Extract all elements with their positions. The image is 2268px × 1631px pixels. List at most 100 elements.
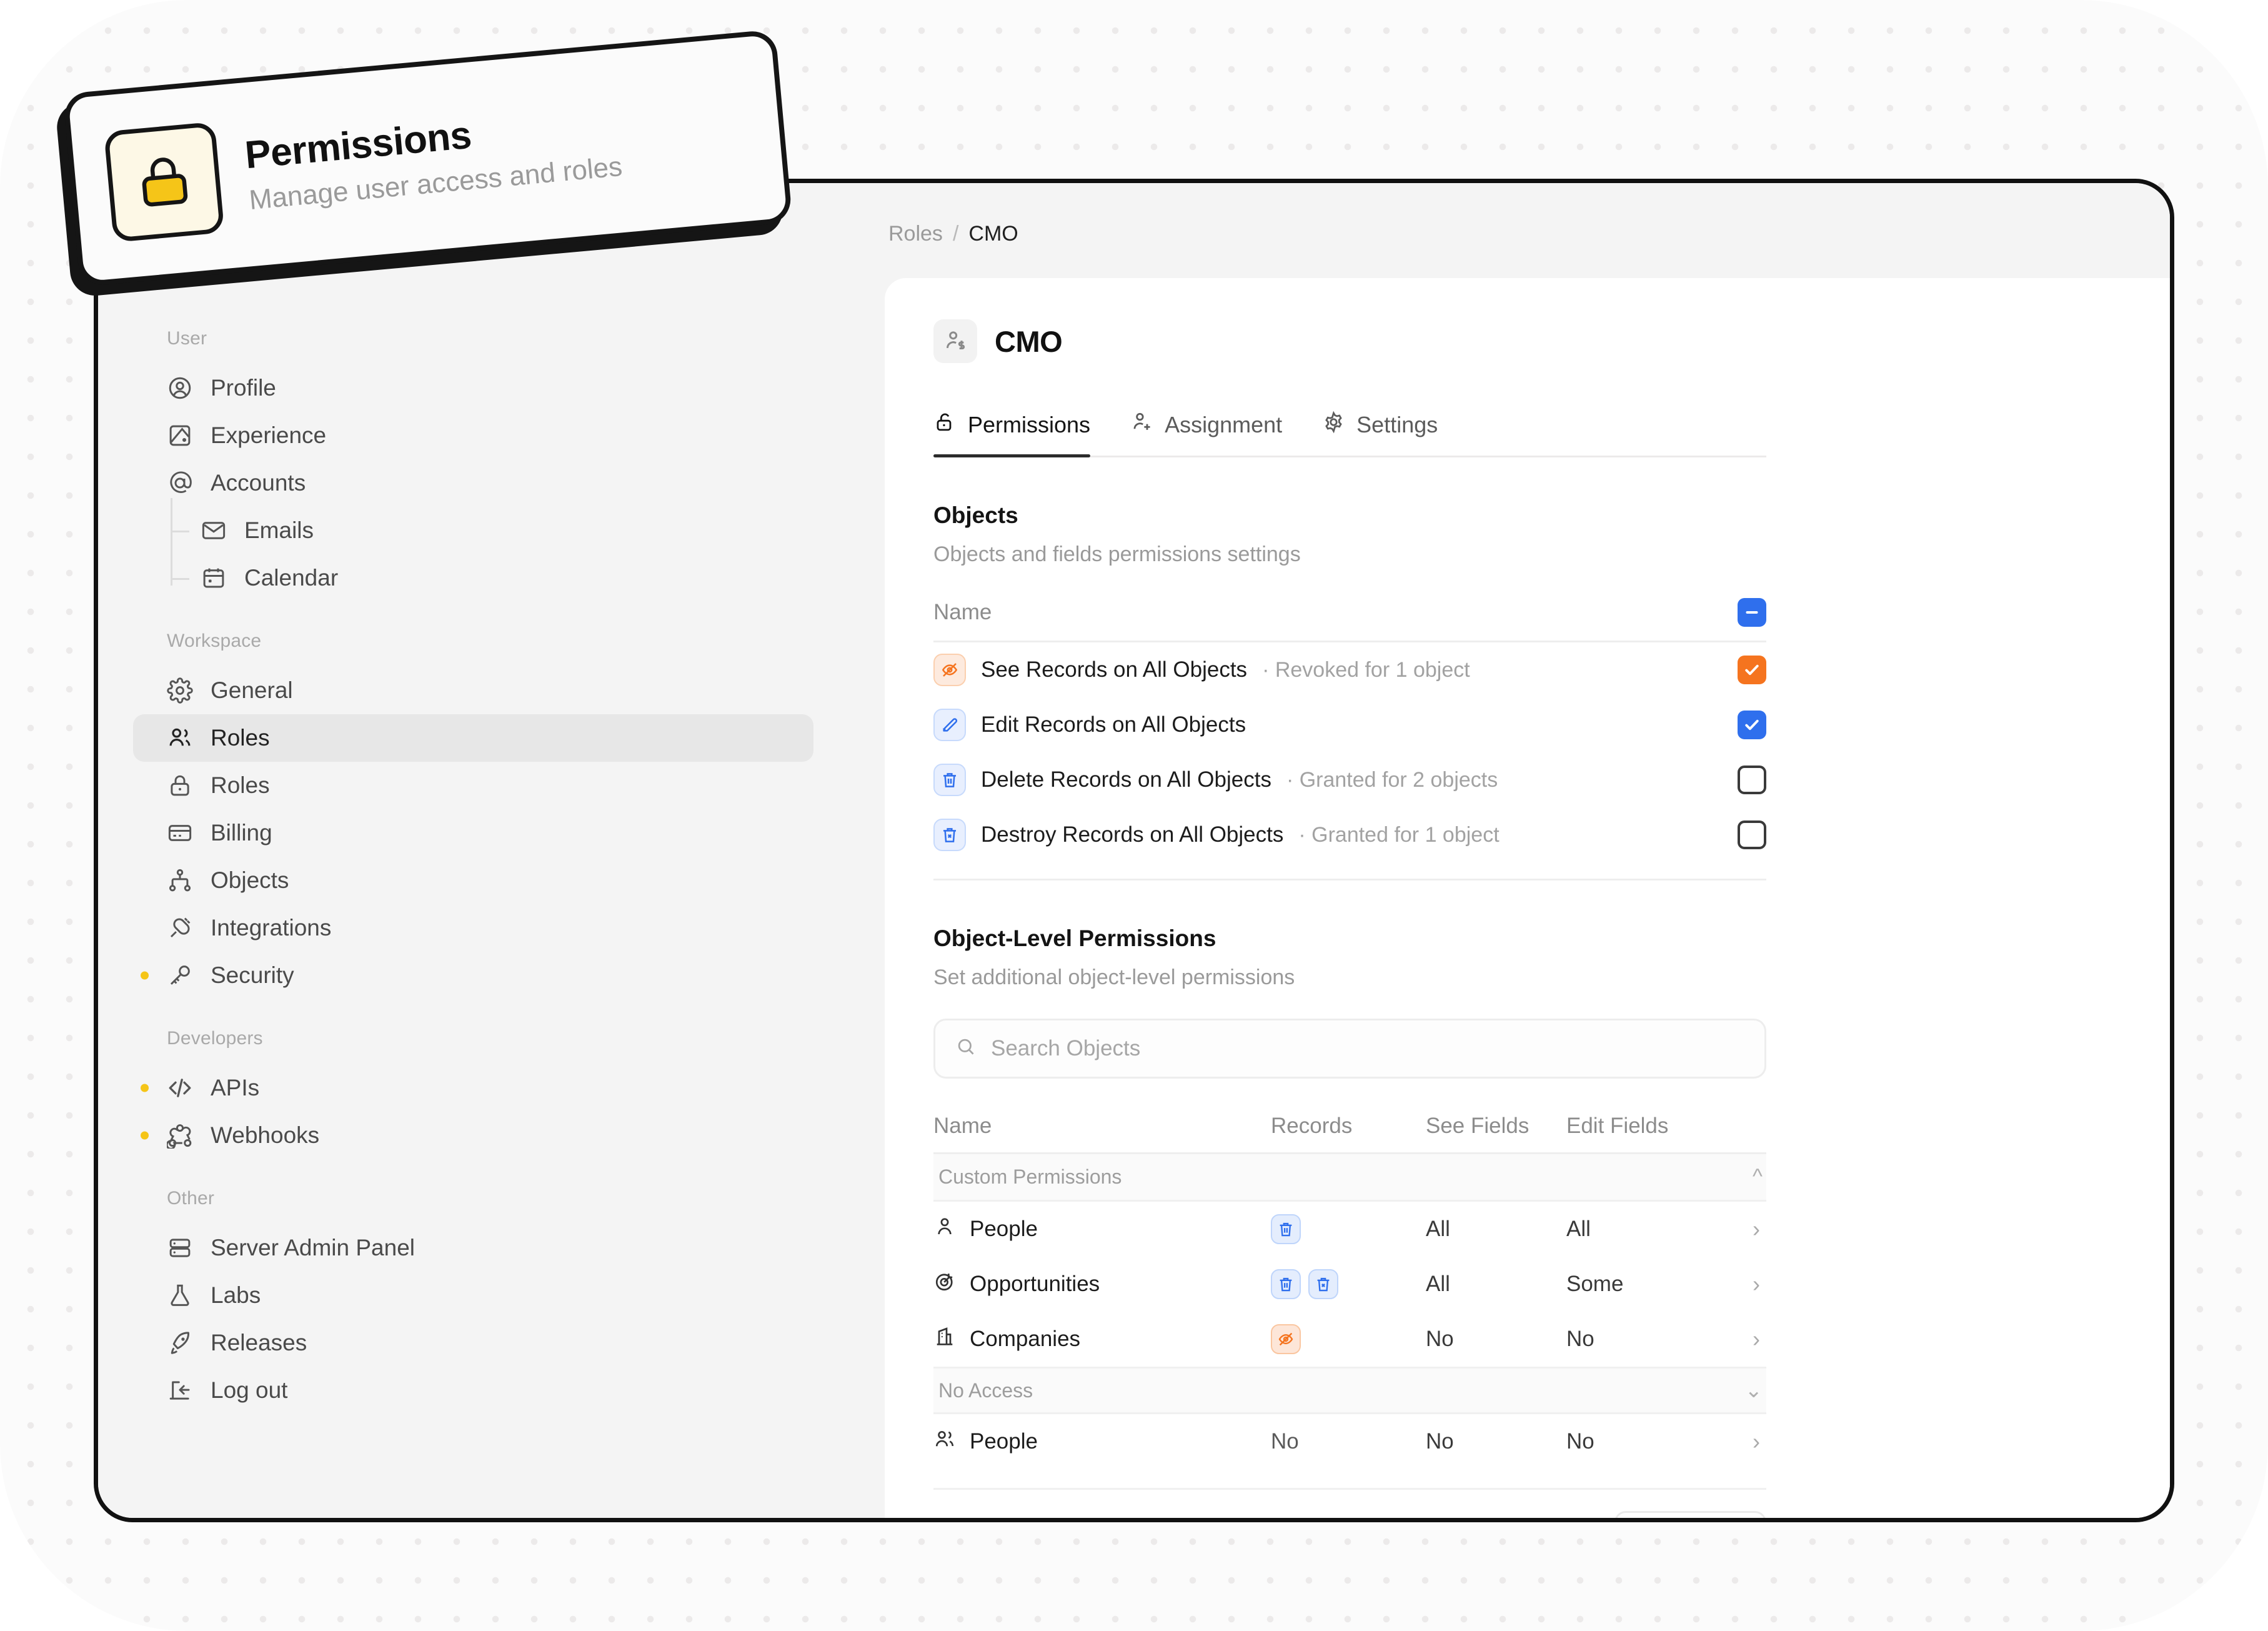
section-subtitle: Objects and fields permissions settings	[933, 542, 1301, 566]
sidebar-item-label: Security	[211, 962, 294, 988]
breadcrumb-parent[interactable]: Roles	[888, 222, 943, 246]
group-row-custom-permissions[interactable]: Custom Permissions ^	[933, 1154, 1766, 1202]
tab-bar: Permissions Assignment Settings	[933, 411, 1766, 457]
credit-card-icon	[167, 820, 193, 846]
sidebar-item-objects[interactable]: Objects	[133, 857, 813, 904]
chevron-right-icon[interactable]: ›	[1753, 1429, 1760, 1454]
sidebar-item-emails[interactable]: Emails	[133, 507, 813, 554]
select-all-checkbox[interactable]	[1738, 598, 1766, 627]
code-icon	[167, 1075, 193, 1101]
person-icon	[933, 1215, 956, 1244]
sidebar-item-label: General	[211, 677, 293, 703]
role-header: CMO	[933, 319, 2121, 363]
user-plus-icon	[1130, 411, 1153, 439]
permission-meta: · Granted for 2 objects	[1286, 767, 1498, 792]
breadcrumb: Roles / CMO	[848, 183, 2170, 246]
sidebar-item-label: Integrations	[211, 915, 332, 940]
sidebar-item-experience[interactable]: Experience	[133, 412, 813, 459]
sidebar-item-roles[interactable]: Roles	[133, 714, 813, 762]
permission-name: Edit Records on All Objects	[981, 712, 1246, 737]
sidebar-item-calendar[interactable]: Calendar	[133, 554, 813, 602]
objects-table-header: Name	[933, 598, 1766, 642]
section-divider	[933, 879, 1766, 880]
permission-name: Delete Records on All Objects	[981, 767, 1271, 792]
permission-checkbox[interactable]	[1738, 711, 1766, 739]
section-title: Objects	[933, 502, 1018, 528]
trash-icon	[1271, 1214, 1301, 1244]
sidebar-item-label: Labs	[211, 1282, 261, 1308]
eye-off-icon	[933, 654, 966, 686]
see-fields-value: All	[1426, 1272, 1450, 1296]
records-value: No	[1271, 1429, 1299, 1454]
group-label: No Access	[938, 1379, 1033, 1402]
permission-checkbox[interactable]	[1738, 820, 1766, 849]
search-objects-box[interactable]	[933, 1019, 1766, 1079]
chevron-right-icon[interactable]: ›	[1753, 1271, 1760, 1297]
add-rule-row: Add rule	[933, 1488, 1766, 1518]
mail-icon	[201, 517, 227, 544]
trash-x-icon	[933, 819, 966, 851]
sidebar-item-labs[interactable]: Labs	[133, 1272, 813, 1319]
table-row[interactable]: See Records on All Objects · Revoked for…	[933, 642, 1766, 697]
sidebar-item-billing[interactable]: Billing	[133, 809, 813, 857]
sidebar-item-security[interactable]: Security	[133, 952, 813, 999]
sidebar-item-label: Objects	[211, 867, 289, 893]
tab-label: Settings	[1356, 412, 1438, 437]
tab-permissions[interactable]: Permissions	[933, 411, 1091, 457]
sidebar-item-integrations[interactable]: Integrations	[133, 904, 813, 952]
logout-icon	[167, 1377, 193, 1404]
building-icon	[933, 1325, 956, 1354]
sidebar-group-label-workspace: Workspace	[167, 631, 262, 651]
permission-checkbox[interactable]	[1738, 766, 1766, 794]
table-row[interactable]: Companies No No ›	[933, 1312, 1766, 1367]
plug-icon	[167, 915, 193, 941]
sidebar-item-label: Log out	[211, 1377, 288, 1403]
sidebar-item-profile[interactable]: Profile	[133, 364, 813, 412]
unread-dot	[141, 1084, 149, 1092]
object-name: Opportunities	[970, 1272, 1100, 1296]
sidebar-item-server-admin-panel[interactable]: Server Admin Panel	[133, 1224, 813, 1272]
tab-assignment[interactable]: Assignment	[1130, 411, 1282, 456]
chevron-right-icon[interactable]: ›	[1753, 1216, 1760, 1242]
column-header-name: Name	[933, 1114, 992, 1138]
add-rule-button[interactable]: Add rule	[1614, 1511, 1766, 1518]
table-row[interactable]: Delete Records on All Objects · Granted …	[933, 752, 1766, 807]
table-row[interactable]: Opportunities All Some ›	[933, 1257, 1766, 1312]
group-row-no-access[interactable]: No Access ⌄	[933, 1367, 1766, 1414]
sidebar-item-general[interactable]: General	[133, 667, 813, 714]
sidebar-item-label: Billing	[211, 820, 272, 845]
edit-icon	[933, 709, 966, 741]
sidebar-item-label: Releases	[211, 1330, 307, 1355]
sidebar-item-log-out[interactable]: Log out	[133, 1367, 813, 1414]
tree-connector-elbow	[171, 578, 189, 580]
sidebar-group-label-developers: Developers	[167, 1028, 263, 1049]
table-row[interactable]: Edit Records on All Objects	[933, 697, 1766, 752]
sidebar-item-accounts[interactable]: Accounts	[133, 459, 813, 507]
tab-label: Assignment	[1165, 412, 1283, 437]
trash-icon	[933, 764, 966, 796]
sidebar-item-label: Accounts	[211, 470, 306, 496]
table-row[interactable]: People All All ›	[933, 1202, 1766, 1257]
page-title: CMO	[995, 324, 1063, 358]
permission-checkbox[interactable]	[1738, 656, 1766, 684]
tab-settings[interactable]: Settings	[1322, 411, 1438, 456]
sidebar-item-webhooks[interactable]: Webhooks	[133, 1112, 813, 1159]
see-fields-value: No	[1426, 1429, 1454, 1454]
gear-icon	[1322, 411, 1345, 439]
sidebar-item-apis[interactable]: APIs	[133, 1064, 813, 1112]
chevron-up-icon[interactable]: ^	[1753, 1165, 1763, 1189]
tab-label: Permissions	[968, 412, 1091, 437]
table-row[interactable]: Destroy Records on All Objects · Granted…	[933, 807, 1766, 862]
breadcrumb-current: CMO	[968, 222, 1018, 246]
calendar-icon	[201, 565, 227, 591]
hierarchy-icon	[167, 867, 193, 894]
target-icon	[933, 1270, 956, 1299]
chevron-right-icon[interactable]: ›	[1753, 1326, 1760, 1352]
chevron-down-icon[interactable]: ⌄	[1744, 1379, 1763, 1402]
search-input[interactable]	[991, 1036, 1744, 1061]
table-row[interactable]: People No No No ›	[933, 1414, 1766, 1469]
search-icon	[955, 1036, 977, 1061]
sidebar-item-roles-permissions[interactable]: Roles	[133, 762, 813, 809]
sidebar-item-releases[interactable]: Releases	[133, 1319, 813, 1367]
see-fields-value: No	[1426, 1327, 1454, 1351]
